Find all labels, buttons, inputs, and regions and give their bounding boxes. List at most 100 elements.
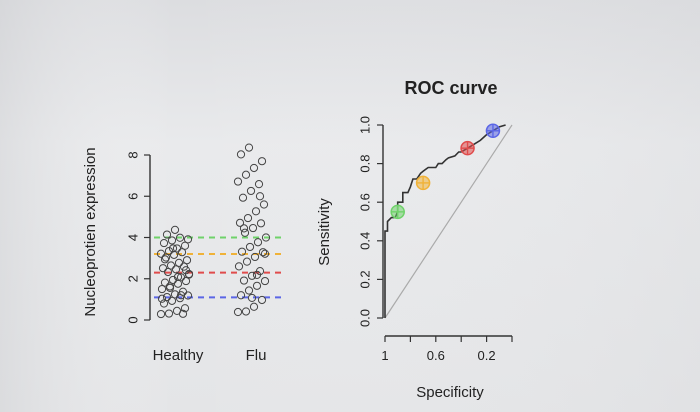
category-label-flu: Flu <box>246 347 267 364</box>
point-healthy <box>182 256 192 265</box>
y-tick-label: 2 <box>125 275 140 282</box>
y-tick-label: 6 <box>125 193 140 200</box>
point-healthy <box>167 236 177 245</box>
point-healthy <box>156 309 166 319</box>
strip-chart: 0 2 4 6 8 Nucleoprotien expression Healthy F… <box>82 143 282 364</box>
chart-title: ROC curve <box>404 78 497 98</box>
point-healthy <box>160 255 170 264</box>
point-flu <box>241 170 251 179</box>
diagonal-reference-line <box>384 124 513 319</box>
point-healthy <box>164 309 174 318</box>
point-healthy <box>160 278 170 287</box>
point-flu <box>249 302 259 311</box>
strip-points <box>156 143 271 319</box>
x-axis-label: Specificity <box>416 384 484 401</box>
point-healthy <box>157 284 167 294</box>
threshold-marker <box>415 175 431 191</box>
point-flu <box>251 207 261 216</box>
roc-axes: 0.0 0.2 0.4 0.6 0.8 1.0 1 0.6 0.2 <box>357 116 513 363</box>
y-tick-label: 8 <box>125 151 140 158</box>
y-axis-label: Sensitivity <box>316 198 333 266</box>
point-healthy <box>184 269 194 279</box>
x-tick-label: 0.6 <box>427 348 445 363</box>
point-flu <box>240 228 250 237</box>
point-flu <box>233 307 243 317</box>
y-tick-label: 0.2 <box>357 270 372 288</box>
category-label-healthy: Healthy <box>153 347 204 364</box>
point-flu <box>260 249 270 258</box>
point-flu <box>252 270 262 279</box>
point-flu <box>260 276 270 286</box>
point-flu <box>247 293 257 303</box>
point-flu <box>239 224 249 233</box>
point-healthy <box>174 258 184 267</box>
point-flu <box>233 177 243 186</box>
point-flu <box>257 157 267 166</box>
threshold-marker <box>485 123 501 139</box>
roc-chart: ROC curve Sensitivity Specificity 0.0 0.2… <box>316 78 513 401</box>
point-flu <box>255 192 265 201</box>
point-flu <box>244 143 254 152</box>
point-healthy <box>170 225 180 234</box>
point-flu <box>239 276 249 285</box>
point-healthy <box>176 273 186 282</box>
point-flu <box>243 213 253 223</box>
point-flu <box>250 252 260 262</box>
point-healthy <box>158 264 168 273</box>
point-flu <box>241 307 251 316</box>
point-flu <box>257 295 267 305</box>
x-tick-label: 1 <box>381 348 388 363</box>
point-flu <box>253 238 263 247</box>
point-healthy <box>165 283 175 292</box>
threshold-marker <box>390 204 405 220</box>
point-flu <box>245 242 255 252</box>
point-flu <box>254 180 264 189</box>
point-flu <box>235 218 245 227</box>
point-healthy <box>180 304 190 313</box>
point-healthy <box>162 292 172 302</box>
point-flu <box>258 248 268 257</box>
roc-markers <box>390 123 501 220</box>
point-flu <box>236 291 246 300</box>
point-healthy <box>168 244 178 253</box>
point-healthy <box>159 238 169 248</box>
y-tick-label: 0.8 <box>357 155 372 173</box>
point-flu <box>252 281 262 290</box>
y-axis: 0 2 4 6 8 <box>125 151 151 324</box>
point-healthy <box>176 291 186 300</box>
y-axis-label: Nucleoprotien expression <box>82 147 99 316</box>
point-flu <box>256 219 266 228</box>
point-flu <box>244 286 254 295</box>
y-tick-label: 0 <box>125 316 140 323</box>
point-flu <box>249 163 259 173</box>
point-healthy <box>157 294 167 303</box>
point-healthy <box>164 246 174 256</box>
point-flu <box>259 200 269 209</box>
point-healthy <box>175 233 185 242</box>
point-healthy <box>180 241 190 250</box>
point-healthy <box>173 272 183 282</box>
point-healthy <box>178 309 188 318</box>
point-flu <box>236 150 246 159</box>
y-tick-label: 0.4 <box>357 232 372 250</box>
point-flu <box>238 193 248 202</box>
threshold-marker <box>460 140 475 156</box>
x-tick-label: 0.2 <box>478 348 496 363</box>
point-flu <box>237 247 247 256</box>
point-healthy <box>183 235 193 244</box>
y-tick-label: 1.0 <box>357 116 372 134</box>
point-flu <box>248 223 258 233</box>
y-tick-label: 0.0 <box>357 309 372 327</box>
point-healthy <box>166 261 176 270</box>
point-healthy <box>172 244 182 253</box>
point-flu <box>234 262 244 271</box>
y-tick-label: 0.6 <box>357 193 372 211</box>
point-flu <box>242 257 252 266</box>
point-healthy <box>156 249 166 258</box>
point-flu <box>246 186 256 196</box>
point-flu <box>247 271 257 280</box>
point-healthy <box>162 230 172 239</box>
